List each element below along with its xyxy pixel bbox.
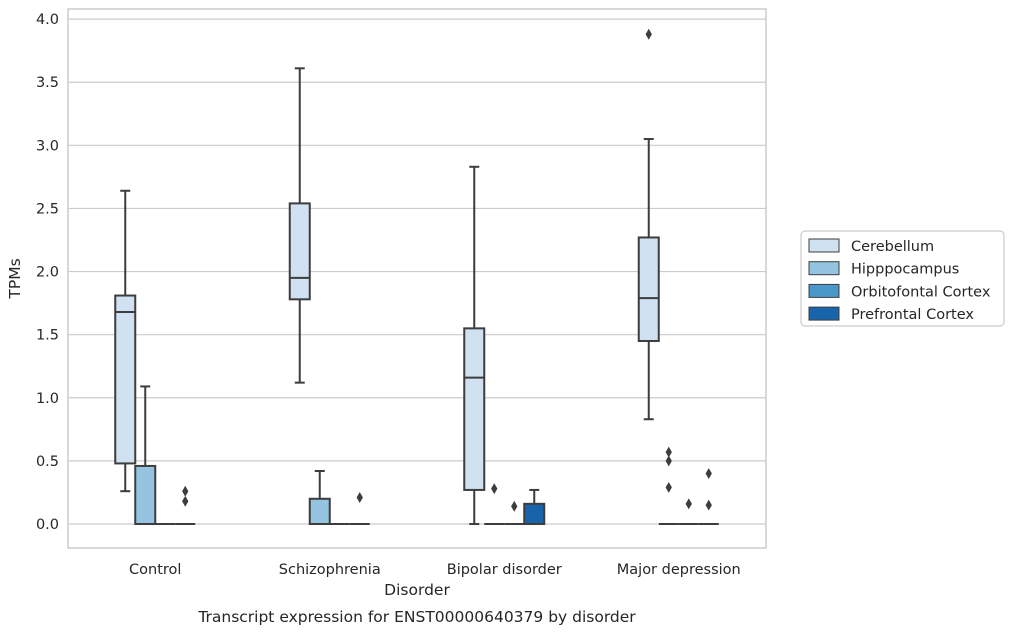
chart-caption: Transcript expression for ENST0000064037… xyxy=(197,608,636,626)
y-axis-label: TPMs xyxy=(6,258,24,299)
x-tick-labels: Control Schizophrenia Bipolar disorder Majo… xyxy=(129,562,741,578)
legend-label: Prefrontal Cortex xyxy=(851,307,974,323)
box-hipppocampus xyxy=(308,470,331,526)
box-body xyxy=(308,497,331,526)
legend-label: Cerebellum xyxy=(851,239,934,255)
box-body xyxy=(288,202,311,301)
outlier-point xyxy=(665,446,672,458)
x-axis-label: Disorder xyxy=(384,581,450,599)
y-tick-label: 1.5 xyxy=(36,328,59,344)
legend-frame xyxy=(800,230,1005,327)
box-prefrontal-cortex xyxy=(175,485,196,526)
outlier-point xyxy=(182,495,189,507)
box-prefrontal-cortex xyxy=(698,468,719,526)
y-tick-label: 0.0 xyxy=(36,517,59,533)
plot-area xyxy=(68,9,766,548)
outlier-point xyxy=(705,468,712,479)
outlier-point xyxy=(665,481,672,493)
x-tick-label: Major depression xyxy=(617,562,741,578)
box-body xyxy=(114,294,137,465)
outlier-point xyxy=(705,499,712,511)
box-cerebellum xyxy=(288,67,311,384)
y-tick-labels: 0.0 0.5 1.0 1.5 2.0 2.5 3.0 3.5 4.0 xyxy=(36,12,59,533)
outlier-point xyxy=(685,498,692,510)
y-tick-label: 3.0 xyxy=(36,138,59,154)
box-cerebellum xyxy=(637,28,660,421)
legend-swatch xyxy=(808,238,840,253)
outlier-point xyxy=(491,483,498,495)
x-tick-label: Bipolar disorder xyxy=(447,562,562,578)
legend-label: Hipppocampus xyxy=(851,262,959,278)
grid-lines xyxy=(68,18,766,525)
box-orbitofontal-cortex xyxy=(504,500,525,526)
outlier-point xyxy=(182,485,189,497)
box-body xyxy=(463,327,486,491)
legend-swatch xyxy=(808,261,840,276)
box-body xyxy=(134,464,157,526)
box-prefrontal-cortex xyxy=(349,492,370,526)
box-cerebellum xyxy=(463,165,486,526)
box-body xyxy=(523,502,546,526)
y-tick-label: 3.5 xyxy=(36,75,59,91)
x-tick-label: Control xyxy=(129,562,181,578)
plot-frame xyxy=(67,8,767,549)
box-body xyxy=(637,236,660,342)
y-tick-label: 2.0 xyxy=(36,265,59,281)
legend: Cerebellum Hipppocampus Orbitofontal Corte… xyxy=(800,230,1005,327)
box-cerebellum xyxy=(114,189,137,493)
outlier-point xyxy=(511,500,518,512)
y-tick-label: 1.0 xyxy=(36,391,59,407)
outlier-point xyxy=(356,492,363,503)
box-hipppocampus xyxy=(658,446,679,526)
box-hipppocampus xyxy=(134,385,157,526)
box-marks xyxy=(114,28,719,526)
y-tick-label: 0.5 xyxy=(36,454,59,470)
legend-label: Orbitofontal Cortex xyxy=(851,284,991,300)
box-orbitofontal-cortex xyxy=(678,498,699,526)
y-tick-label: 4.0 xyxy=(36,12,59,28)
box-prefrontal-cortex xyxy=(523,488,546,526)
outlier-point xyxy=(645,28,652,40)
outlier-point xyxy=(665,455,672,467)
legend-swatch xyxy=(808,306,840,321)
x-tick-label: Schizophrenia xyxy=(279,562,381,578)
legend-swatch xyxy=(808,283,840,298)
y-tick-label: 2.5 xyxy=(36,201,59,217)
box-hipppocampus xyxy=(484,483,505,526)
